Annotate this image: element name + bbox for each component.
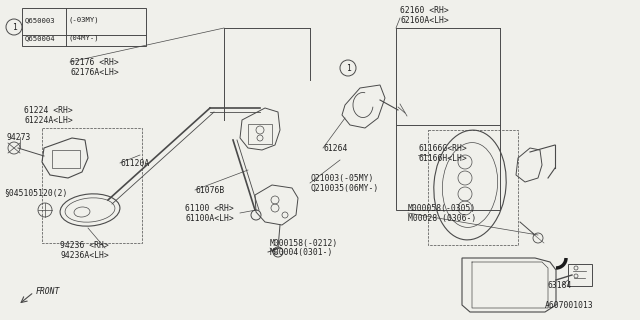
Text: 61224 <RH>: 61224 <RH> <box>24 106 73 115</box>
Text: Q210035(06MY-): Q210035(06MY-) <box>310 183 378 193</box>
Bar <box>568 264 592 286</box>
Text: FRONT: FRONT <box>36 287 60 297</box>
Text: 61166G<RH>: 61166G<RH> <box>418 143 467 153</box>
Text: M000158(-0212): M000158(-0212) <box>270 238 339 247</box>
Text: M000058(-0305): M000058(-0305) <box>408 204 476 212</box>
Text: 61100 <RH>: 61100 <RH> <box>185 204 234 212</box>
Text: Q21003(-05MY): Q21003(-05MY) <box>310 173 373 182</box>
Text: (-03MY): (-03MY) <box>68 17 99 23</box>
Text: §045105120(2): §045105120(2) <box>4 188 67 197</box>
Text: 1: 1 <box>12 22 17 31</box>
Text: 61100A<LH>: 61100A<LH> <box>185 213 234 222</box>
Text: M00004(0301-): M00004(0301-) <box>270 249 333 258</box>
Text: 61166H<LH>: 61166H<LH> <box>418 154 467 163</box>
Text: 62176A<LH>: 62176A<LH> <box>70 68 119 76</box>
Bar <box>52 150 80 168</box>
Bar <box>396 125 500 210</box>
Text: Q650003: Q650003 <box>25 17 56 23</box>
Text: 63184: 63184 <box>548 281 572 290</box>
Bar <box>428 130 518 245</box>
Bar <box>22 8 146 46</box>
Text: 61264: 61264 <box>323 143 348 153</box>
Text: A607001013: A607001013 <box>545 301 594 310</box>
Bar <box>248 124 272 144</box>
Text: 61120A: 61120A <box>120 158 149 167</box>
Text: 62160A<LH>: 62160A<LH> <box>400 15 449 25</box>
Text: 61224A<LH>: 61224A<LH> <box>24 116 73 124</box>
Text: 62160 <RH>: 62160 <RH> <box>400 5 449 14</box>
Text: 1: 1 <box>346 63 351 73</box>
Text: Q650004: Q650004 <box>25 35 56 41</box>
Text: 94236A<LH>: 94236A<LH> <box>60 251 109 260</box>
Text: 61076B: 61076B <box>195 186 224 195</box>
Text: 94236 <RH>: 94236 <RH> <box>60 241 109 250</box>
Text: M00028 (0306-): M00028 (0306-) <box>408 213 476 222</box>
Bar <box>42 128 142 243</box>
Text: (04MY-): (04MY-) <box>68 35 99 41</box>
Text: 94273: 94273 <box>6 132 30 141</box>
Text: 62176 <RH>: 62176 <RH> <box>70 58 119 67</box>
